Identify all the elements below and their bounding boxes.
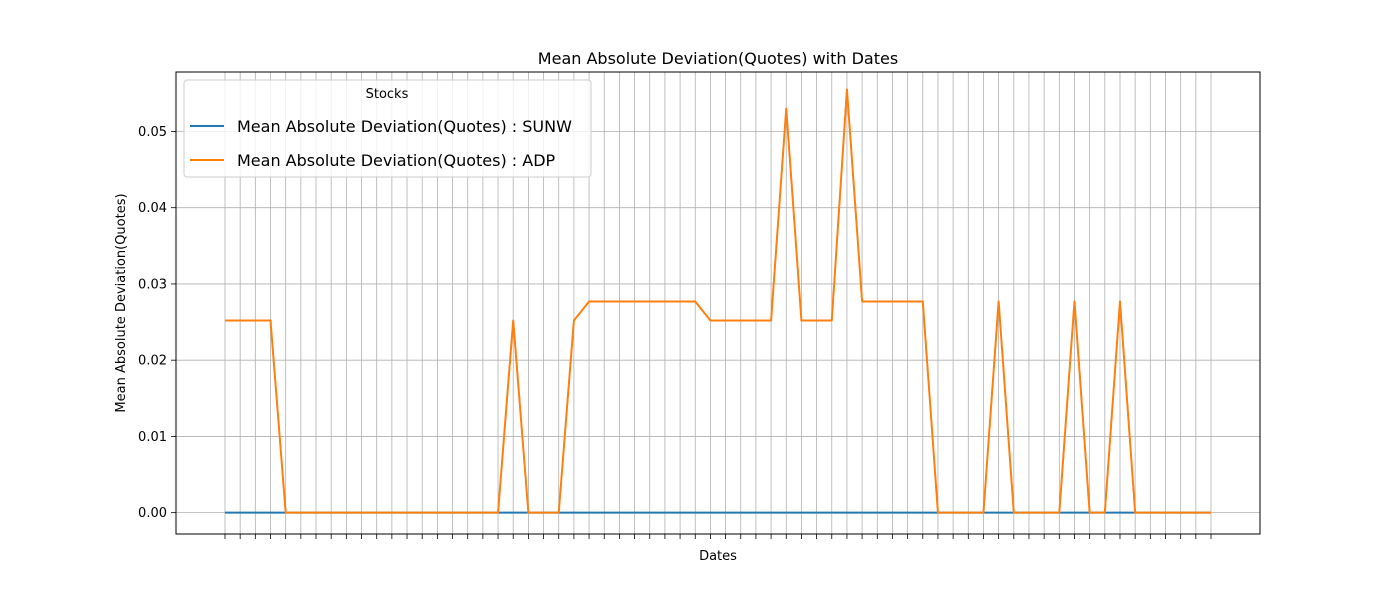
legend-box — [183, 79, 592, 178]
legend-title: Stocks — [366, 87, 409, 102]
y-tick-label: 0.04 — [138, 201, 167, 216]
y-tick-label: 0.03 — [138, 277, 167, 292]
series-lines — [225, 88, 1211, 514]
axis-ticks: 0.00 0.01 0.02 0.03 0.04 0.05 — [138, 125, 1212, 539]
y-tick-label: 0.00 — [138, 506, 167, 521]
x-axis-label: Dates — [699, 549, 737, 564]
plot-frame — [175, 71, 1261, 535]
y-tick-label: 0.05 — [138, 125, 167, 140]
series-line-adp — [225, 88, 1211, 514]
chart-title: Mean Absolute Deviation(Quotes) with Dat… — [538, 49, 898, 68]
legend-entry-sunw: Mean Absolute Deviation(Quotes) : SUNW — [237, 117, 572, 136]
y-axis-label: Mean Absolute Deviation(Quotes) — [114, 193, 129, 412]
y-tick-label: 0.01 — [138, 430, 167, 445]
legend: Stocks Mean Absolute Deviation(Quotes) :… — [183, 79, 592, 178]
legend-entry-adp: Mean Absolute Deviation(Quotes) : ADP — [237, 151, 556, 170]
y-tick-label: 0.02 — [138, 354, 167, 369]
